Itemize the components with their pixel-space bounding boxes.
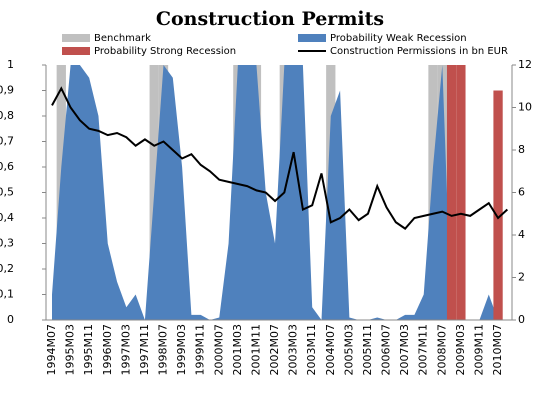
y-tick-label: 0,7 [0,135,14,148]
strong-recession-bar [446,65,457,320]
x-tick-label: 2007M03 [398,324,411,375]
y2-tick-label: 12 [518,58,532,71]
y2-tick-label: 2 [518,271,525,284]
y-tick-label: 1 [7,58,14,71]
y-tick-label: 0,3 [0,237,14,250]
x-tick-label: 2007M11 [417,324,430,375]
plot-area: 00,10,20,30,40,50,60,70,80,9102468101219… [0,58,532,375]
x-tick-label: 2000M07 [212,324,225,375]
legend-swatch [298,34,326,42]
y-tick-label: 0,8 [0,109,14,122]
y-tick-label: 0,9 [0,84,14,97]
legend-label: Probability Strong Recession [94,46,236,57]
x-tick-label: 2003M11 [305,324,318,375]
x-tick-label: 1995M03 [64,324,77,375]
x-tick-label: 1997M11 [138,324,151,375]
x-tick-label: 2004M07 [324,324,337,375]
legend-label: Construction Permissions in bn EUR [330,46,508,57]
y-tick-label: 0,6 [0,160,14,173]
legend-swatch [62,47,90,55]
strong-recession-bar [456,65,466,320]
x-tick-label: 2009M11 [472,324,485,375]
y-tick-label: 0,5 [0,186,14,199]
x-tick-label: 1997M03 [119,324,132,375]
x-tick-label: 1999M03 [175,324,188,375]
y2-tick-label: 0 [518,313,525,326]
x-tick-label: 2002M07 [268,324,281,375]
strong-recession-bar [493,90,503,320]
x-tick-label: 1999M11 [194,324,207,375]
x-tick-label: 2009M03 [454,324,467,375]
y2-tick-label: 4 [518,228,525,241]
y2-tick-label: 6 [518,186,525,199]
x-tick-label: 2003M03 [287,324,300,375]
y-tick-label: 0,1 [0,288,14,301]
x-tick-label: 1995M11 [82,324,95,375]
x-tick-label: 2005M11 [361,324,374,375]
weak-recession-area [52,65,508,320]
x-tick-label: 2005M03 [342,324,355,375]
x-tick-label: 1994M07 [45,324,58,375]
y2-tick-label: 10 [518,101,532,114]
x-tick-label: 2001M11 [249,324,262,375]
x-tick-label: 1996M07 [101,324,114,375]
legend-swatch [62,34,90,42]
y-tick-label: 0 [7,313,14,326]
y2-tick-label: 8 [518,143,525,156]
x-tick-label: 2006M07 [380,324,393,375]
permissions-line [51,86,509,230]
y-tick-label: 0,4 [0,211,14,224]
y-tick-label: 0,2 [0,262,14,275]
x-tick-label: 2010M07 [491,324,504,375]
x-tick-label: 1998M07 [157,324,170,375]
legend-label: Probability Weak Recession [330,33,467,44]
x-tick-label: 2008M07 [435,324,448,375]
legend: Benchmark Probability Strong Recession Pro… [62,33,508,57]
chart-title: Construction Permits [156,8,384,30]
legend-label: Benchmark [94,33,151,44]
x-tick-label: 2001M03 [231,324,244,375]
